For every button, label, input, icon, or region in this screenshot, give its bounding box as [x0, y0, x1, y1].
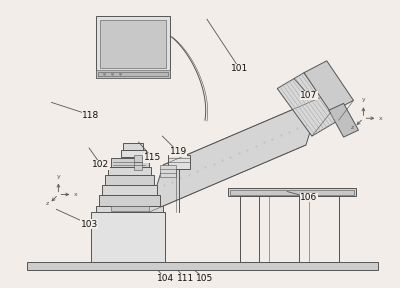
- Text: 103: 103: [80, 220, 98, 229]
- Text: z: z: [46, 201, 49, 206]
- Text: 102: 102: [92, 160, 110, 169]
- Bar: [100, 20, 166, 68]
- Polygon shape: [329, 103, 358, 137]
- Bar: [96, 206, 163, 212]
- Bar: [134, 155, 142, 170]
- Bar: [108, 167, 152, 175]
- Bar: [240, 196, 339, 262]
- Bar: [105, 175, 154, 185]
- Bar: [111, 206, 148, 211]
- Bar: [228, 187, 356, 196]
- Text: 118: 118: [82, 111, 100, 120]
- Polygon shape: [277, 73, 339, 136]
- Text: y: y: [56, 174, 60, 179]
- Bar: [123, 143, 142, 150]
- Text: 115: 115: [144, 154, 161, 162]
- Text: 101: 101: [231, 64, 248, 73]
- Bar: [230, 190, 354, 194]
- Text: 105: 105: [196, 274, 214, 283]
- Text: x: x: [74, 192, 78, 197]
- Bar: [98, 72, 168, 76]
- Bar: [160, 165, 176, 177]
- Text: x: x: [379, 116, 383, 121]
- Bar: [111, 158, 148, 167]
- Bar: [96, 16, 170, 78]
- Text: 107: 107: [300, 91, 318, 100]
- Text: y: y: [362, 97, 365, 103]
- Bar: [102, 185, 158, 194]
- Text: z: z: [351, 125, 354, 130]
- Bar: [121, 150, 146, 157]
- Bar: [91, 212, 165, 262]
- Text: 106: 106: [300, 193, 318, 202]
- Text: 104: 104: [157, 274, 174, 283]
- Bar: [27, 262, 378, 270]
- Text: 119: 119: [170, 147, 187, 156]
- Bar: [168, 155, 190, 169]
- Polygon shape: [148, 97, 321, 212]
- Polygon shape: [304, 61, 354, 112]
- Bar: [96, 70, 170, 78]
- Text: 111: 111: [176, 274, 194, 283]
- Bar: [99, 194, 160, 206]
